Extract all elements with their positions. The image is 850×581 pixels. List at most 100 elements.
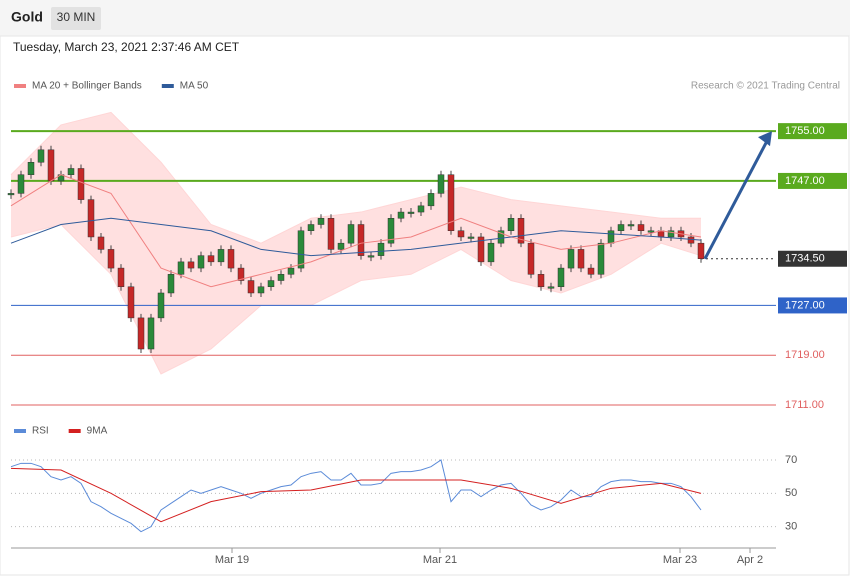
candle xyxy=(37,149,45,163)
candle xyxy=(217,249,225,263)
x-tick-label: Mar 21 xyxy=(423,554,457,566)
candle xyxy=(127,286,135,319)
legend-label: MA 20 + Bollinger Bands xyxy=(32,81,142,92)
candle xyxy=(87,199,95,238)
candle xyxy=(537,274,545,288)
candle xyxy=(527,242,535,275)
level-tag xyxy=(778,250,847,267)
candle xyxy=(227,249,235,269)
x-tick-label: Mar 19 xyxy=(215,554,249,566)
candle xyxy=(667,230,675,238)
bollinger-lower xyxy=(10,223,702,375)
level-tag xyxy=(778,297,847,314)
legend-swatch xyxy=(161,84,174,88)
candle xyxy=(347,224,355,244)
level-label: 1747.00 xyxy=(785,175,825,187)
candle xyxy=(627,224,635,227)
candle xyxy=(377,242,385,256)
candle xyxy=(697,242,705,259)
candle xyxy=(17,174,25,194)
candle xyxy=(517,218,525,244)
legend-label: MA 50 xyxy=(180,81,209,92)
legend-swatch xyxy=(14,429,26,433)
rsi-line xyxy=(10,467,702,523)
y-tick-label: 50 xyxy=(785,487,797,499)
header-bar xyxy=(0,0,850,36)
x-tick-label: Apr 2 xyxy=(737,554,763,566)
candle xyxy=(197,255,205,269)
level-label: 1711.00 xyxy=(785,399,824,411)
candle xyxy=(367,255,375,258)
candle xyxy=(407,211,415,214)
target-arrow xyxy=(703,138,770,260)
candle xyxy=(467,236,475,239)
candle xyxy=(387,218,395,244)
candle xyxy=(437,174,445,194)
candle xyxy=(357,224,365,256)
interval-label: 30 MIN xyxy=(57,10,96,24)
candle xyxy=(637,224,645,231)
candle xyxy=(457,230,465,238)
frame xyxy=(0,35,850,576)
candle xyxy=(507,218,515,231)
rsi-line xyxy=(10,459,702,533)
candle xyxy=(427,193,435,207)
candle xyxy=(207,255,215,263)
y-tick-label: 30 xyxy=(785,521,797,533)
interval-badge xyxy=(51,7,101,30)
candle xyxy=(487,242,495,263)
legend-label: RSI xyxy=(32,426,49,437)
candle xyxy=(547,286,555,289)
candle xyxy=(137,317,145,350)
candle xyxy=(7,193,15,196)
candle xyxy=(157,292,165,319)
candle xyxy=(77,168,85,200)
candle xyxy=(257,286,265,294)
candle xyxy=(577,249,585,269)
level-label: 1734.50 xyxy=(785,253,825,265)
candle xyxy=(607,230,615,244)
legend-label: 9MA xyxy=(87,426,108,437)
candle xyxy=(567,249,575,269)
candle xyxy=(417,205,425,213)
candle xyxy=(477,236,485,263)
level-label: 1727.00 xyxy=(785,299,825,311)
y-tick-label: 70 xyxy=(785,454,797,466)
candle xyxy=(247,280,255,294)
legend-swatch xyxy=(68,429,81,433)
candle xyxy=(327,218,335,250)
level-label: 1755.00 xyxy=(785,125,825,137)
candle xyxy=(167,274,175,294)
bollinger-fill xyxy=(11,112,701,374)
candle xyxy=(497,230,505,244)
candle xyxy=(147,317,155,350)
level-label: 1719.00 xyxy=(785,349,825,361)
legend-swatch xyxy=(14,84,26,88)
candle xyxy=(297,230,305,269)
target-arrowhead xyxy=(758,131,772,147)
candle xyxy=(307,224,315,231)
ma-line xyxy=(10,174,702,288)
candle xyxy=(557,267,565,288)
instrument-title: Gold xyxy=(11,9,43,25)
candle xyxy=(587,267,595,275)
candle xyxy=(267,280,275,288)
candle xyxy=(287,267,295,275)
credit: Research © 2021 Trading Central xyxy=(691,81,840,92)
bollinger-upper xyxy=(10,111,701,244)
candle xyxy=(277,274,285,281)
candle xyxy=(617,224,625,231)
ma-line xyxy=(10,217,702,257)
candle xyxy=(177,261,185,275)
candle xyxy=(27,162,35,175)
candle xyxy=(107,249,115,269)
x-tick-label: Mar 23 xyxy=(663,554,697,566)
candle xyxy=(47,149,55,182)
candle xyxy=(317,218,325,225)
candle xyxy=(647,230,655,233)
level-tag xyxy=(778,123,847,140)
candle xyxy=(187,261,195,269)
candle xyxy=(687,236,695,244)
candle xyxy=(397,211,405,219)
